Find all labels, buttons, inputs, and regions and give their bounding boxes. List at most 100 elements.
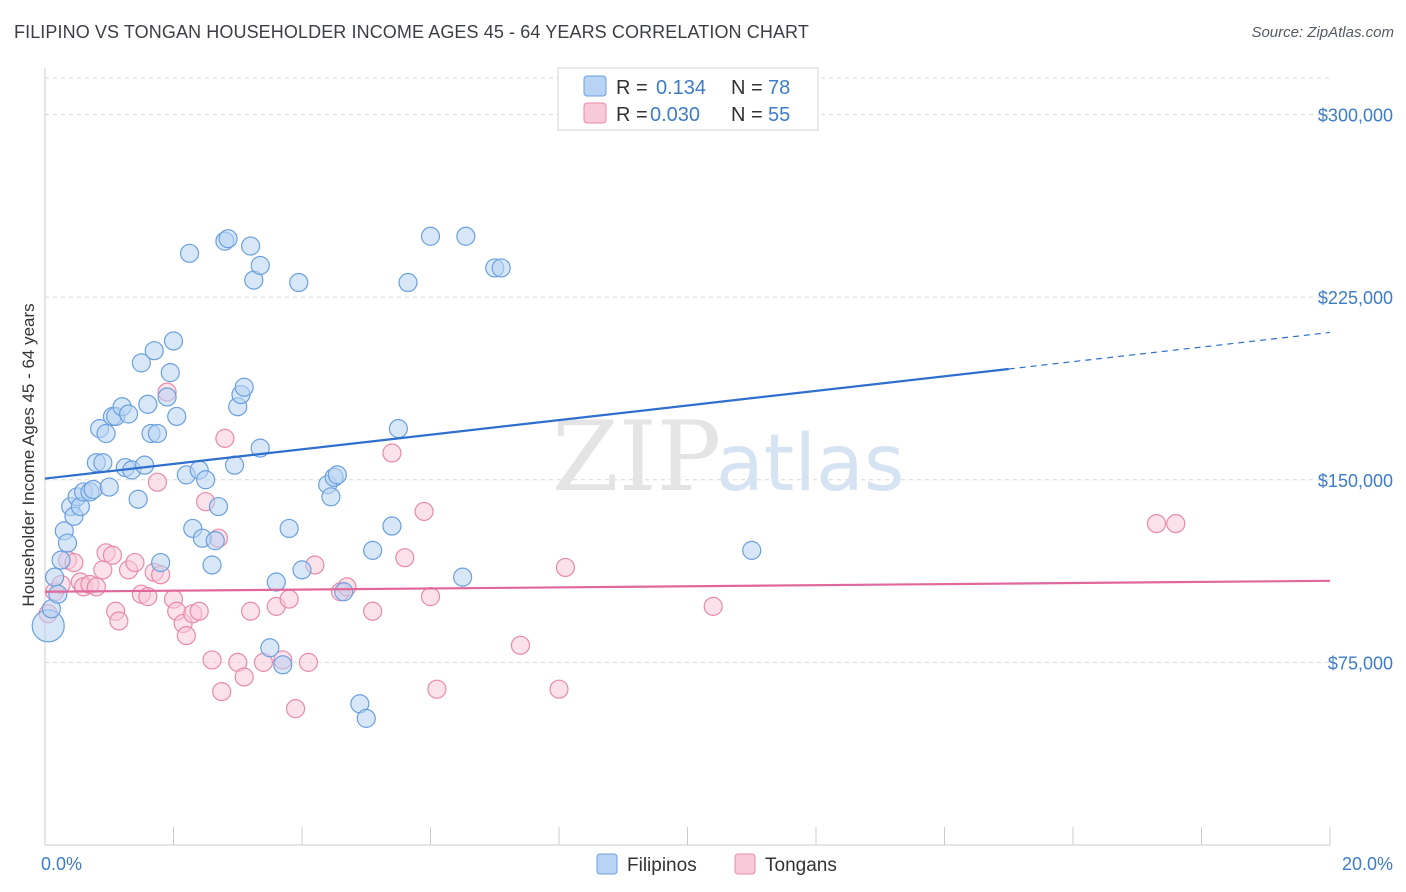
tongan-point — [102, 545, 123, 565]
legend: R = 0.134 N = 78 R = 0.030 N = 55 — [557, 67, 819, 131]
tongan-point — [234, 667, 254, 687]
filipino-point — [45, 567, 65, 587]
tongan-point — [363, 601, 383, 621]
tongan-point — [382, 443, 402, 463]
filipino-point — [160, 363, 180, 383]
bottom-legend: Filipinos Tongans — [596, 853, 837, 876]
filipino-point — [96, 423, 116, 444]
filipino-trend-line — [44, 367, 1009, 480]
bottom-legend-filipinos: Filipinos — [627, 855, 697, 876]
filipino-point — [157, 387, 177, 407]
source-label: Source: ZipAtlas.com — [1251, 24, 1394, 41]
filipino-point — [356, 708, 376, 728]
tongan-point — [109, 611, 129, 631]
filipino-point — [292, 560, 312, 580]
tongan-point — [703, 596, 723, 616]
filipino-point — [260, 638, 280, 658]
filipino-point — [147, 423, 168, 444]
y-tick-label: $150,000 — [1318, 471, 1393, 491]
bottom-legend-swatch-tongans — [734, 853, 756, 875]
chart-title: FILIPINO VS TONGAN HOUSEHOLDER INCOME AG… — [14, 22, 809, 42]
filipino-point — [202, 555, 222, 575]
filipino-point — [179, 243, 200, 263]
filipino-point — [134, 455, 155, 475]
filipino-point — [273, 655, 293, 675]
filipino-point — [382, 516, 402, 536]
tongan-point — [147, 472, 168, 492]
filipino-point — [99, 477, 119, 497]
tongan-point — [1166, 513, 1186, 534]
filipino-point — [491, 258, 511, 278]
filipino-point — [93, 453, 113, 473]
tongan-point — [212, 681, 232, 702]
x-tick-labels: 0.0% 20.0% — [41, 854, 1393, 874]
filipino-point — [279, 518, 299, 539]
tongan-trend-line — [44, 579, 1331, 593]
filipino-points — [31, 226, 762, 728]
legend-r-value-1: 0.134 — [656, 77, 706, 99]
tongan-point — [202, 650, 222, 670]
legend-n-value-2: 55 — [768, 104, 790, 126]
filipino-point — [742, 540, 762, 560]
y-axis-title: Householder Income Ages 45 - 64 years — [19, 303, 38, 606]
filipino-point — [334, 582, 354, 602]
tongan-point — [395, 548, 415, 568]
tongan-point — [138, 587, 158, 607]
y-tick-label: $75,000 — [1328, 653, 1393, 673]
filipino-point — [398, 272, 418, 293]
filipino-point — [163, 331, 184, 351]
tongan-point — [555, 557, 576, 578]
filipino-point — [144, 341, 164, 361]
tongan-point — [420, 587, 441, 607]
filipino-point — [453, 567, 473, 587]
x-tick-label: 0.0% — [41, 854, 82, 874]
tongan-point — [176, 625, 196, 646]
x-tick-label: 20.0% — [1342, 854, 1393, 874]
tongan-point — [427, 679, 447, 699]
filipino-point — [131, 353, 151, 373]
axes — [44, 68, 1331, 846]
filipino-point — [327, 465, 347, 485]
filipino-point — [289, 272, 309, 293]
tongan-point — [241, 601, 261, 621]
tongan-point — [1146, 513, 1167, 534]
tongan-point — [549, 679, 569, 699]
filipino-point — [118, 404, 139, 424]
y-tick-label: $300,000 — [1318, 106, 1393, 126]
tongan-point — [125, 552, 145, 573]
bottom-legend-tongans: Tongans — [765, 855, 837, 876]
filipino-point — [205, 531, 225, 551]
watermark-atlas: atlas — [716, 419, 905, 509]
filipino-point — [420, 226, 441, 246]
tongan-point — [279, 589, 299, 609]
legend-n-label-2: N = — [731, 104, 763, 126]
grid-lines — [45, 77, 1330, 663]
tongan-point — [189, 601, 209, 621]
filipino-point — [208, 496, 229, 517]
legend-swatch-filipinos — [583, 75, 607, 97]
filipino-point — [388, 419, 408, 439]
filipino-point — [138, 394, 158, 414]
filipino-point — [363, 540, 383, 560]
filipino-point — [456, 226, 476, 246]
tongan-point — [86, 577, 107, 597]
filipino-point — [218, 229, 238, 249]
legend-r-label-2: R = — [616, 104, 648, 126]
watermark: ZIP atlas — [552, 401, 905, 513]
watermark-zip: ZIP — [552, 401, 721, 513]
filipino-point — [266, 572, 286, 592]
filipino-point — [48, 584, 68, 604]
trend-lines — [44, 331, 1331, 593]
bottom-legend-swatch-filipinos — [596, 853, 618, 875]
filipino-point — [250, 255, 270, 276]
filipino-point — [234, 377, 254, 397]
filipino-point — [241, 236, 261, 256]
y-tick-label: $225,000 — [1318, 288, 1393, 308]
filipino-point — [167, 406, 187, 427]
legend-r-value-2: 0.030 — [650, 104, 700, 126]
tongan-point — [285, 699, 306, 719]
legend-n-value-1: 78 — [768, 77, 790, 99]
tongan-point — [414, 501, 434, 522]
tongan-point — [215, 428, 235, 448]
